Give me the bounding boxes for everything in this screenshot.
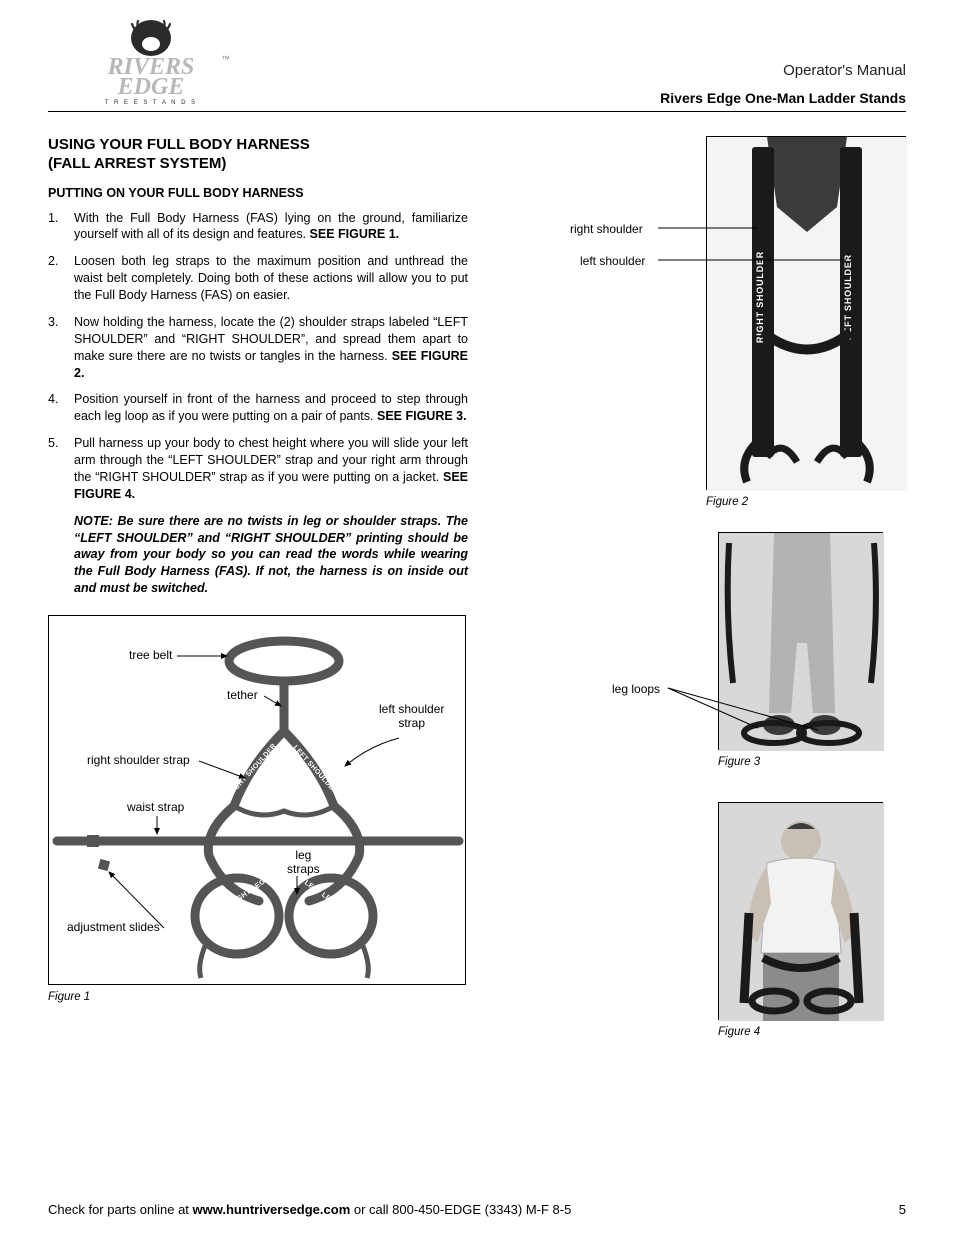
fig1-label-lshoulder: left shoulderstrap [379,702,444,730]
page-header: RIVERS EDGE T R E E S T A N D S ™ Operat… [48,16,906,112]
fig1-treebelt-tag: TREE BELT [263,651,304,658]
svg-text:™: ™ [221,54,230,64]
figure-4 [718,802,883,1020]
sub-heading: PUTTING ON YOUR FULL BODY HARNESS [48,186,468,200]
product-line: Rivers Edge One-Man Ladder Stands [660,90,906,106]
step-text: Loosen both leg straps to the maximum po… [74,254,468,302]
footer-text: Check for parts online at www.huntrivers… [48,1202,571,1217]
footer-suffix: or call 800-450-EDGE (3343) M-F 8-5 [350,1202,571,1217]
step-text: Pull harness up your body to chest heigh… [74,436,468,484]
step-item: Loosen both leg straps to the maximum po… [48,253,468,304]
brand-line2: EDGE [117,74,185,100]
figure-1: TREE BELT RIGHT SHOULDER LEFT SHOULDER R… [48,615,466,985]
fig2-leaders [540,136,906,506]
doc-title: Operator's Manual [783,62,906,79]
page-footer: Check for parts online at www.huntrivers… [48,1202,906,1217]
fig1-rshoulder-tag: RIGHT SHOULDER [228,743,278,798]
fig1-label-treebelt: tree belt [129,648,172,662]
footer-url: www.huntriversedge.com [193,1202,351,1217]
page-number: 5 [899,1202,906,1217]
figure-2-wrap: RIGHT SHOULDER LEFT SHOULDER Figure 2 ri… [540,136,906,508]
heading-line2: (FALL ARREST SYSTEM) [48,155,226,172]
step-item: Now holding the harness, locate the (2) … [48,314,468,382]
steps-list: With the Full Body Harness (FAS) lying o… [48,210,468,503]
fig1-label-adjslides: adjustment slides [67,920,160,934]
section-heading: USING YOUR FULL BODY HARNESS (FALL ARRES… [48,136,468,174]
step-item: With the Full Body Harness (FAS) lying o… [48,210,468,244]
figure-3-wrap: Figure 3 leg loops [540,532,906,768]
step-text: With the Full Body Harness (FAS) lying o… [74,211,468,242]
footer-prefix: Check for parts online at [48,1202,193,1217]
step-item: Position yourself in front of the harnes… [48,391,468,425]
fig1-label-rshoulder: right shoulder strap [87,753,190,767]
step-item: Pull harness up your body to chest heigh… [48,435,468,503]
fig1-label-tether: tether [227,688,258,702]
fig1-lshoulder-tag: LEFT SHOULDER [292,744,339,795]
brand-sub: T R E E S T A N D S [105,100,197,106]
figure-1-caption: Figure 1 [48,991,468,1003]
fig1-label-legstraps: legstraps [287,848,320,876]
figure-4-wrap: Figure 4 [540,802,906,1038]
brand-logo: RIVERS EDGE T R E E S T A N D S ™ [66,16,236,106]
note-text: NOTE: Be sure there are no twists in leg… [48,513,468,597]
fig3-leaders [540,532,906,792]
heading-line1: USING YOUR FULL BODY HARNESS [48,136,310,153]
step-seefig: SEE FIGURE 3. [377,409,467,423]
figure-4-caption: Figure 4 [718,1026,906,1038]
step-seefig: SEE FIGURE 1. [310,227,400,241]
fig1-label-waist: waist strap [127,800,184,814]
